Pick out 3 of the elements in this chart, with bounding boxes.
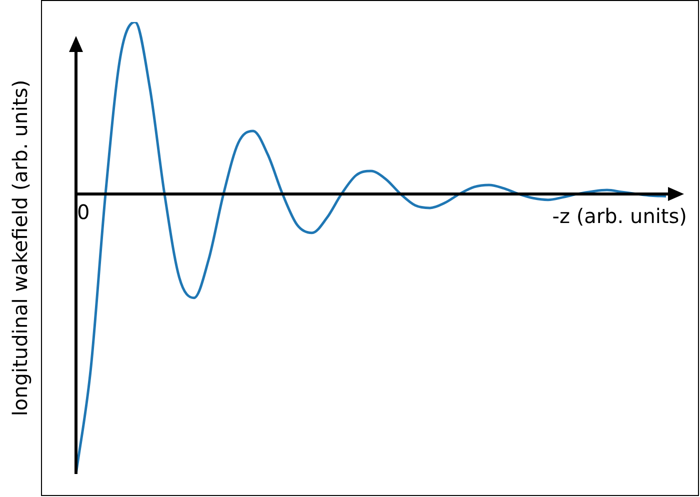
y-axis-title: longitudinal wakefield (arb. units) (8, 80, 32, 416)
x-axis-title: -z (arb. units) (552, 204, 687, 228)
annotation: 0 (77, 200, 90, 224)
